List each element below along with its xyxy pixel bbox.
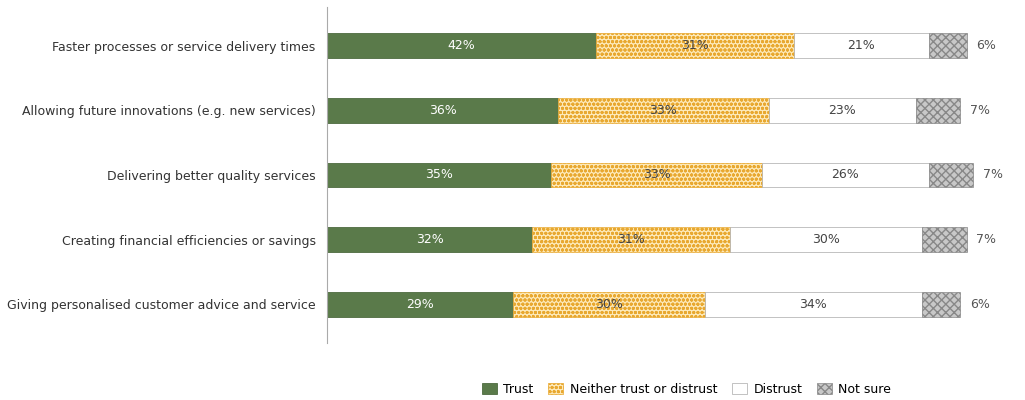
Bar [705, 292, 922, 316]
Bar [929, 34, 967, 58]
Bar [327, 98, 558, 123]
Bar [929, 163, 974, 187]
Text: 7%: 7% [983, 168, 1002, 182]
Text: 35%: 35% [425, 168, 453, 182]
Bar [327, 163, 551, 187]
Text: 33%: 33% [649, 104, 677, 117]
Text: 7%: 7% [970, 104, 990, 117]
Text: 33%: 33% [643, 168, 670, 182]
Bar [327, 34, 596, 58]
Text: 30%: 30% [812, 233, 840, 246]
Bar [915, 98, 960, 123]
Text: 23%: 23% [828, 104, 856, 117]
Text: 31%: 31% [617, 233, 645, 246]
Text: 6%: 6% [970, 298, 990, 311]
Text: 31%: 31% [682, 39, 709, 52]
Bar [327, 227, 532, 252]
Bar [769, 98, 915, 123]
Text: 30%: 30% [594, 298, 623, 311]
Bar [922, 292, 960, 316]
Bar [922, 227, 967, 252]
Bar [532, 227, 730, 252]
Text: 32%: 32% [416, 233, 444, 246]
Bar [730, 227, 922, 252]
Bar [794, 34, 929, 58]
Bar [596, 34, 794, 58]
Text: 7%: 7% [977, 233, 996, 246]
Text: 34%: 34% [800, 298, 827, 311]
Text: 42%: 42% [448, 39, 476, 52]
Legend: Trust, Neither trust or distrust, Distrust, Not sure: Trust, Neither trust or distrust, Distru… [482, 383, 892, 396]
Text: 26%: 26% [831, 168, 859, 182]
Text: 21%: 21% [848, 39, 875, 52]
Bar [551, 163, 763, 187]
Bar [327, 292, 512, 316]
Text: 36%: 36% [428, 104, 456, 117]
Text: 29%: 29% [406, 298, 434, 311]
Text: 6%: 6% [977, 39, 996, 52]
Bar [558, 98, 769, 123]
Bar [763, 163, 929, 187]
Bar [512, 292, 705, 316]
